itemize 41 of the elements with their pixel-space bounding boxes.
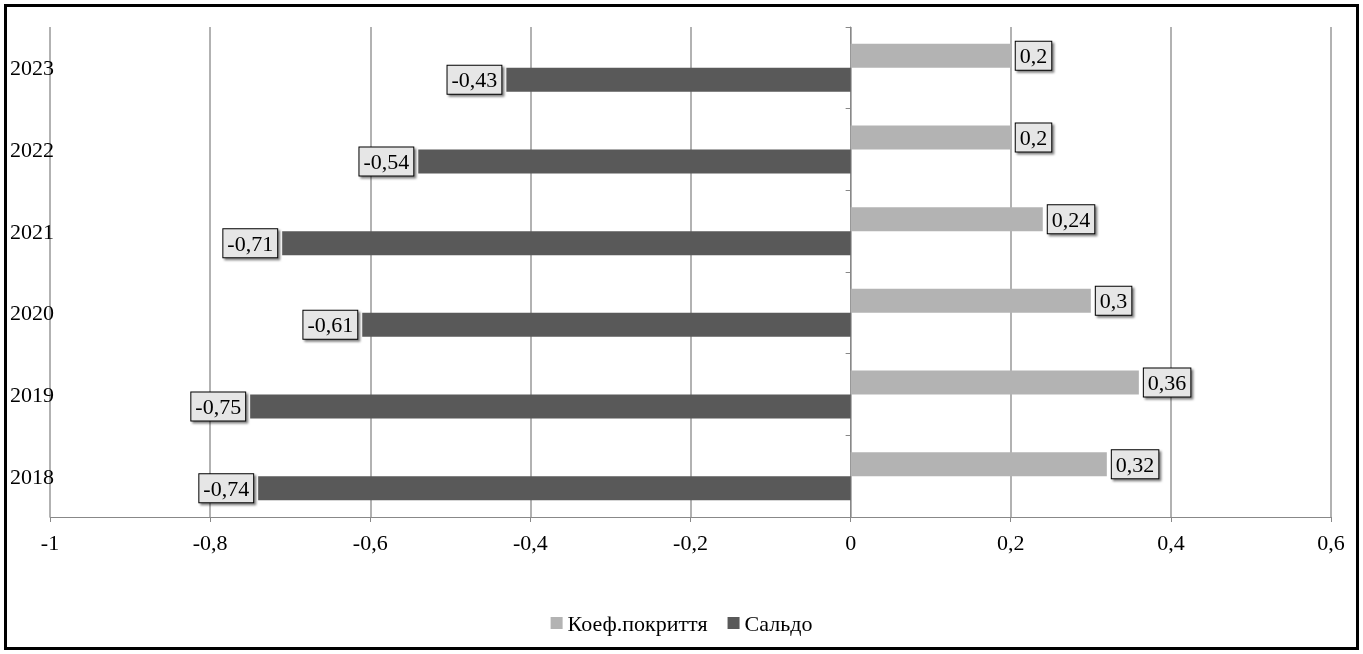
- data-label: -0,61: [307, 312, 354, 338]
- x-tick-label: 0,6: [1317, 529, 1345, 555]
- legend-label: Коеф.покриття: [567, 610, 708, 636]
- data-label: 0,24: [1051, 206, 1091, 232]
- y-tick-label: 2018: [10, 463, 54, 489]
- y-tick-label: 2019: [10, 382, 54, 407]
- data-label: -0,75: [195, 394, 242, 419]
- data-label: -0,54: [363, 149, 410, 174]
- data-label: 0,32: [1115, 451, 1155, 477]
- x-tick-label: -0,8: [192, 529, 228, 555]
- x-tick-label: 0: [845, 529, 857, 555]
- data-label: -0,43: [451, 67, 498, 93]
- bar: [418, 149, 851, 174]
- y-tick-label: 2023: [10, 55, 54, 81]
- data-label: 0,36: [1147, 370, 1187, 395]
- data-label: 0,2: [1019, 125, 1048, 150]
- bar: [506, 67, 851, 92]
- y-tick-label: 2022: [10, 137, 54, 162]
- bar: [850, 370, 1139, 395]
- bar: [362, 312, 851, 337]
- bar: [850, 207, 1043, 232]
- bar: [850, 288, 1091, 313]
- bar: [850, 452, 1107, 477]
- x-tick-label: -0,4: [512, 529, 548, 555]
- data-label: -0,71: [227, 230, 274, 256]
- data-label: 0,3: [1099, 288, 1128, 314]
- y-tick-label: 2020: [10, 300, 54, 326]
- bar: [250, 394, 851, 419]
- bar: [282, 231, 851, 256]
- x-tick-label: 0,4: [1157, 529, 1185, 555]
- bar: [258, 476, 851, 501]
- data-label: -0,74: [203, 475, 250, 501]
- y-tick-label: 2021: [10, 218, 54, 244]
- data-label: 0,2: [1019, 43, 1048, 69]
- x-tick-label: -1: [40, 529, 60, 555]
- bar: [850, 43, 1011, 68]
- x-tick-label: -0,6: [352, 529, 388, 555]
- bar: [850, 125, 1011, 150]
- x-tick-label: -0,2: [673, 529, 708, 555]
- legend-label: Сальдо: [744, 610, 813, 636]
- x-tick-label: 0,2: [997, 529, 1025, 555]
